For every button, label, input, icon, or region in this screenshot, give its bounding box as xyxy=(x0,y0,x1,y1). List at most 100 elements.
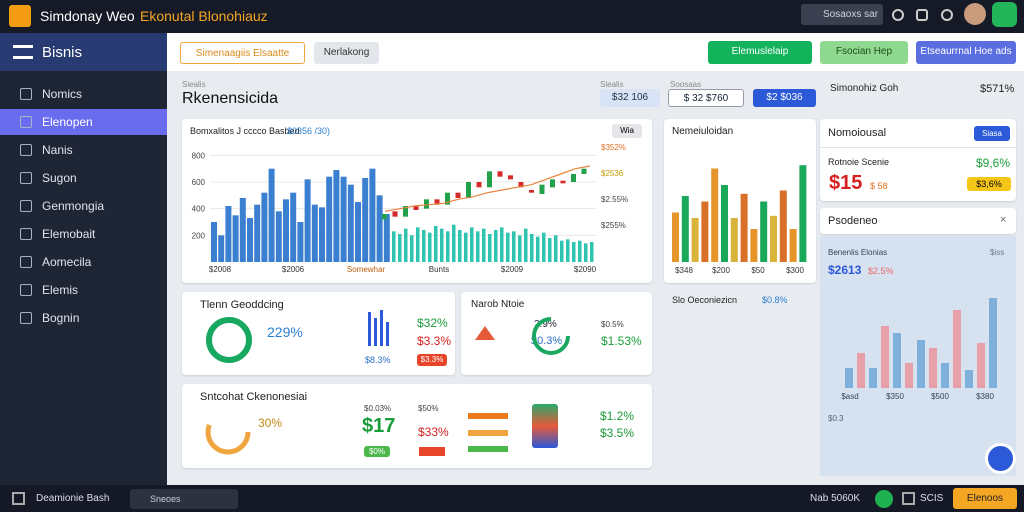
value: 30% xyxy=(258,416,283,430)
legend-bar xyxy=(468,430,508,436)
value: $1.53% xyxy=(601,334,642,348)
badge: $0% xyxy=(364,446,390,457)
icon[interactable] xyxy=(941,9,953,21)
button[interactable]: Elemuslelaip xyxy=(708,41,812,64)
value: $2.5% xyxy=(868,266,894,276)
status-text: Deamionie Bash xyxy=(36,493,110,504)
big-value: $17 xyxy=(362,415,396,437)
top-bar: Simdonay Weo Ekonutal Blonohiauz Sosaoxs… xyxy=(0,0,1024,33)
bar-card: Nemeiuloidan xyxy=(664,119,816,283)
logo xyxy=(9,5,31,27)
value: $9,6% xyxy=(976,156,1011,170)
nav-item[interactable]: Nomics xyxy=(0,81,167,107)
nav-icon xyxy=(20,172,32,184)
status-icon xyxy=(875,490,893,508)
card-b: Narob Ntoie 2.9% $0.3% $0.5% $1.53% xyxy=(461,292,652,375)
nav-item[interactable]: Nanis xyxy=(0,137,167,163)
value: 229% xyxy=(267,324,303,340)
nav-icon xyxy=(20,88,32,100)
close-icon[interactable]: × xyxy=(1000,214,1007,226)
avatar[interactable] xyxy=(964,3,986,25)
nav-icon xyxy=(20,228,32,240)
status-bar: Deamionie Bash Sneoes Nab 5060K SCIS Ele… xyxy=(0,485,1024,512)
main-chart-card: Bomxalitos J cccco Basbed $0356 /30) Wia xyxy=(182,119,652,283)
icon xyxy=(12,492,25,505)
card-a: Tlenn Geoddcing 229% $8.3% $32% $3.3% $3… xyxy=(182,292,455,375)
button[interactable]: Siasa xyxy=(974,126,1010,141)
legend-bar xyxy=(468,446,508,452)
status-text: SCIS xyxy=(920,493,944,504)
badge: $3.3% xyxy=(417,354,447,366)
nav-item[interactable]: Bognin xyxy=(0,305,167,331)
summary-card: Nomoiousal Siasa Rotnoie Scenie $9,6% $1… xyxy=(820,119,1016,201)
legend: $0356 /30) xyxy=(287,126,331,136)
panel-card: Psodeneo × xyxy=(820,208,1016,234)
nav-item[interactable]: Genmongia xyxy=(0,193,167,219)
tab[interactable]: Simenaagiis Elsaatte xyxy=(180,42,305,64)
icon[interactable] xyxy=(916,9,928,21)
nav-icon xyxy=(20,200,32,212)
tab[interactable]: Nerlakong xyxy=(314,42,379,64)
value: $2613 xyxy=(828,263,862,277)
app-title-accent: Ekonutal Blonohiauz xyxy=(140,8,268,24)
page-heading: Rkenensicida xyxy=(182,90,279,107)
button[interactable]: Etseaurrnal Hoe ads xyxy=(916,41,1016,64)
icon[interactable] xyxy=(892,9,904,21)
status-text: Nab 5060K xyxy=(810,493,861,504)
nav-icon xyxy=(20,144,32,156)
value: $1.2% xyxy=(600,409,635,423)
label: Siealis xyxy=(182,80,206,89)
dropdown[interactable]: Sneoes xyxy=(130,489,238,509)
nav-item[interactable]: Elemobait xyxy=(0,221,167,247)
search-box[interactable]: Sosaoxs sar xyxy=(801,4,883,25)
button[interactable]: Elenoos xyxy=(953,488,1017,509)
value: $ 58 xyxy=(870,181,888,191)
pill[interactable]: $2 $036 xyxy=(753,89,816,107)
toolbar: Simenaagiis Elsaatte Nerlakong Elemuslel… xyxy=(167,33,1024,71)
value: $33% xyxy=(418,425,449,439)
card-title: Nomoiousal xyxy=(828,127,887,139)
legend-bar xyxy=(468,413,508,419)
button[interactable]: Fsocian Hep xyxy=(820,41,908,64)
value: $0.3% xyxy=(531,335,563,347)
fab[interactable] xyxy=(985,443,1016,474)
badge xyxy=(419,447,445,456)
nav-icon xyxy=(20,116,32,128)
nav-icon xyxy=(20,284,32,296)
section-title: Slo Oeconiezicn xyxy=(672,295,738,305)
menu-icon[interactable] xyxy=(13,45,33,59)
value: $571% xyxy=(980,83,1015,95)
nav-icon xyxy=(20,312,32,324)
card-title: Tlenn Geoddcing xyxy=(200,299,284,311)
pill[interactable]: $ 32 $760 xyxy=(668,89,744,107)
sidebar-title: Bisnis xyxy=(42,44,83,61)
value: $32% xyxy=(417,316,448,330)
nav-item[interactable]: Elenopen xyxy=(0,109,167,135)
nav-item[interactable]: Sugon xyxy=(0,165,167,191)
big-value: $15 xyxy=(829,172,863,194)
pill[interactable]: $32 106 xyxy=(600,89,660,107)
badge: $3,6% xyxy=(967,177,1011,191)
chart-title: Bomxalitos J cccco Basbed xyxy=(190,126,300,136)
label: $0.5% xyxy=(601,320,624,329)
action-button[interactable] xyxy=(992,2,1017,27)
label: $0.03% xyxy=(364,404,392,413)
label: Rotnoie Scenie xyxy=(828,157,890,167)
value: 2.9% xyxy=(534,319,557,330)
label: Simonohiz Goh xyxy=(830,83,899,94)
value: $3.3% xyxy=(417,334,452,348)
icon xyxy=(902,492,915,505)
label: $50% xyxy=(418,404,439,413)
value: $8.3% xyxy=(365,355,391,365)
nav-item[interactable]: Aomecila xyxy=(0,249,167,275)
chart-panel: Benenlis Elonias $iss $2613 $2.5% $0.3 xyxy=(820,236,1016,476)
nav-icon xyxy=(20,256,32,268)
chart-button[interactable]: Wia xyxy=(612,124,642,138)
illustration xyxy=(532,404,558,448)
label: $0.3 xyxy=(828,414,844,423)
label: $iss xyxy=(990,248,1005,257)
card-title: Nemeiuloidan xyxy=(672,126,734,137)
nav-item[interactable]: Elemis xyxy=(0,277,167,303)
app-title: Simdonay Weo xyxy=(40,8,135,24)
